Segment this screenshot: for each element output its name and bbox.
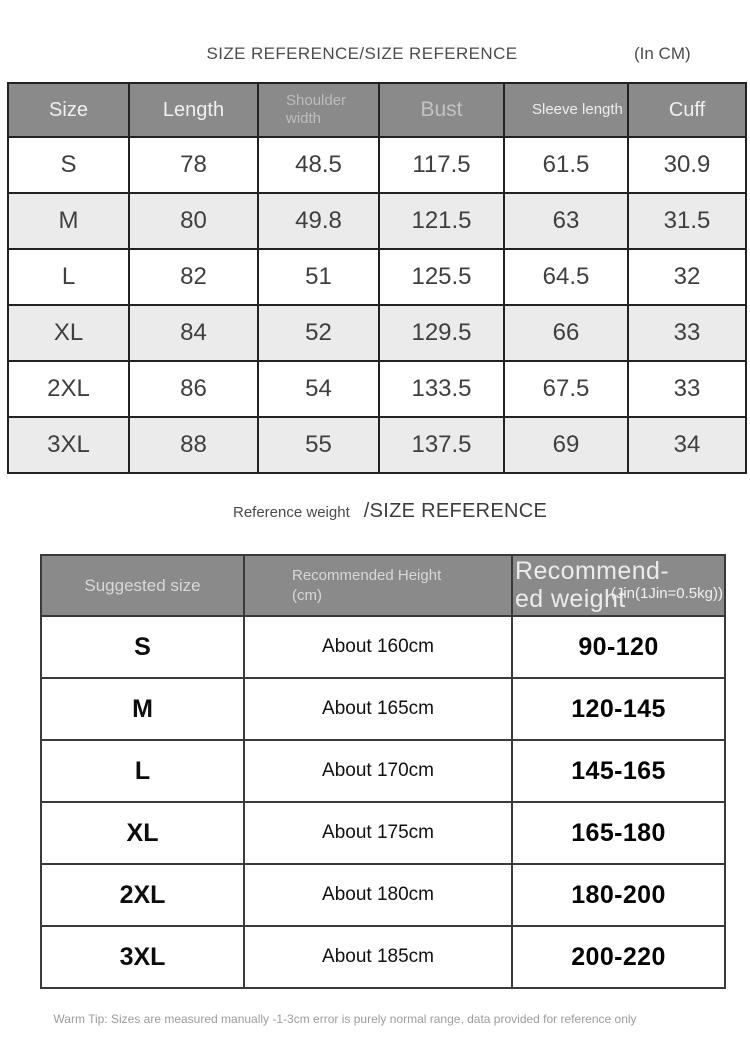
suggested-size-cell: 2XL <box>40 863 245 927</box>
shoulder-cell: 52 <box>257 304 380 362</box>
size-cell: XL <box>7 304 130 362</box>
weight-cell: 165-180 <box>511 801 726 865</box>
sleeve-cell: 63 <box>503 192 629 250</box>
length-cell: 78 <box>128 136 259 194</box>
table-row: S About 160cm 90-120 <box>40 615 726 679</box>
col-header-recommended-weight: Recommend- ed weight (Jin(1Jin=0.5kg)) <box>511 554 726 617</box>
height-cell: About 180cm <box>243 863 513 927</box>
sleeve-cell: 67.5 <box>503 360 629 418</box>
sleeve-cell: 61.5 <box>503 136 629 194</box>
shoulder-cell: 51 <box>257 248 380 306</box>
recommendation-table: Suggested size Recommended Height (cm) R… <box>40 554 726 989</box>
suggested-size-cell: S <box>40 615 245 679</box>
recommended-weight-label: Recommend- ed weight <box>515 557 724 613</box>
cuff-cell: 34 <box>627 416 747 474</box>
col-header-bust: Bust <box>378 82 505 138</box>
size-cell: S <box>7 136 130 194</box>
size-cell: 2XL <box>7 360 130 418</box>
table-row: XL 84 52 129.5 66 33 <box>7 304 747 362</box>
table-row: XL About 175cm 165-180 <box>40 801 726 865</box>
suggested-size-cell: 3XL <box>40 925 245 989</box>
recommended-height-label: Recommended Height (cm) <box>292 567 442 604</box>
size-cell: M <box>7 192 130 250</box>
suggested-size-cell: M <box>40 677 245 741</box>
weight-label-line2: ed weight <box>515 584 626 613</box>
table-row: 3XL About 185cm 200-220 <box>40 925 726 989</box>
bust-cell: 117.5 <box>378 136 505 194</box>
weight-label-line1: Recommend- <box>515 557 670 585</box>
weight-cell: 180-200 <box>511 863 726 927</box>
page-title: SIZE REFERENCE/SIZE REFERENCE <box>206 44 518 63</box>
table-row: M About 165cm 120-145 <box>40 677 726 741</box>
length-cell: 80 <box>128 192 259 250</box>
bust-cell: 137.5 <box>378 416 505 474</box>
bust-cell: 129.5 <box>378 304 505 362</box>
table-row: S 78 48.5 117.5 61.5 30.9 <box>7 136 747 194</box>
weight-cell: 200-220 <box>511 925 726 989</box>
size-cell: L <box>7 248 130 306</box>
table-row: M 80 49.8 121.5 63 31.5 <box>7 192 747 250</box>
mid-caption-small: Reference weight <box>233 504 350 521</box>
weight-cell: 90-120 <box>511 615 726 679</box>
table-row: 3XL 88 55 137.5 69 34 <box>7 416 747 474</box>
sleeve-cell: 69 <box>503 416 629 474</box>
length-cell: 86 <box>128 360 259 418</box>
weight-unit-note: (Jin(1Jin=0.5kg)) <box>610 585 723 602</box>
mid-caption-large: /SIZE REFERENCE <box>363 500 548 522</box>
table-header-row: Suggested size Recommended Height (cm) R… <box>40 554 726 617</box>
shoulder-cell: 49.8 <box>257 192 380 250</box>
mid-caption: Reference weight /SIZE REFERENCE <box>233 500 547 523</box>
sleeve-cell: 66 <box>503 304 629 362</box>
table-row: L About 170cm 145-165 <box>40 739 726 803</box>
col-header-size: Size <box>7 82 130 138</box>
weight-cell: 145-165 <box>511 739 726 803</box>
height-cell: About 160cm <box>243 615 513 679</box>
bust-cell: 125.5 <box>378 248 505 306</box>
size-cell: 3XL <box>7 416 130 474</box>
weight-cell: 120-145 <box>511 677 726 741</box>
table-header-row: Size Length Shoulder width Bust Sleeve l… <box>7 82 747 138</box>
length-cell: 82 <box>128 248 259 306</box>
col-header-shoulder-width: Shoulder width <box>257 82 380 138</box>
col-header-sleeve-length: Sleeve length <box>503 82 629 138</box>
table-row: 2XL 86 54 133.5 67.5 33 <box>7 360 747 418</box>
cuff-cell: 33 <box>627 360 747 418</box>
cuff-cell: 31.5 <box>627 192 747 250</box>
unit-note: (In CM) <box>634 44 691 63</box>
col-header-recommended-height: Recommended Height (cm) <box>243 554 513 617</box>
shoulder-cell: 48.5 <box>257 136 380 194</box>
height-cell: About 170cm <box>243 739 513 803</box>
height-cell: About 175cm <box>243 801 513 865</box>
shoulder-cell: 55 <box>257 416 380 474</box>
size-measurements-table: Size Length Shoulder width Bust Sleeve l… <box>7 82 747 474</box>
length-cell: 88 <box>128 416 259 474</box>
sleeve-cell: 64.5 <box>503 248 629 306</box>
suggested-size-cell: XL <box>40 801 245 865</box>
height-cell: About 185cm <box>243 925 513 989</box>
table-row: L 82 51 125.5 64.5 32 <box>7 248 747 306</box>
suggested-size-cell: L <box>40 739 245 803</box>
table-row: 2XL About 180cm 180-200 <box>40 863 726 927</box>
bust-cell: 121.5 <box>378 192 505 250</box>
cuff-cell: 30.9 <box>627 136 747 194</box>
col-header-cuff: Cuff <box>627 82 747 138</box>
bust-cell: 133.5 <box>378 360 505 418</box>
height-cell: About 165cm <box>243 677 513 741</box>
cuff-cell: 33 <box>627 304 747 362</box>
cuff-cell: 32 <box>627 248 747 306</box>
col-header-suggested-size: Suggested size <box>40 554 245 617</box>
length-cell: 84 <box>128 304 259 362</box>
col-header-length: Length <box>128 82 259 138</box>
shoulder-cell: 54 <box>257 360 380 418</box>
warm-tip: Warm Tip: Sizes are measured manually -1… <box>53 1012 637 1026</box>
